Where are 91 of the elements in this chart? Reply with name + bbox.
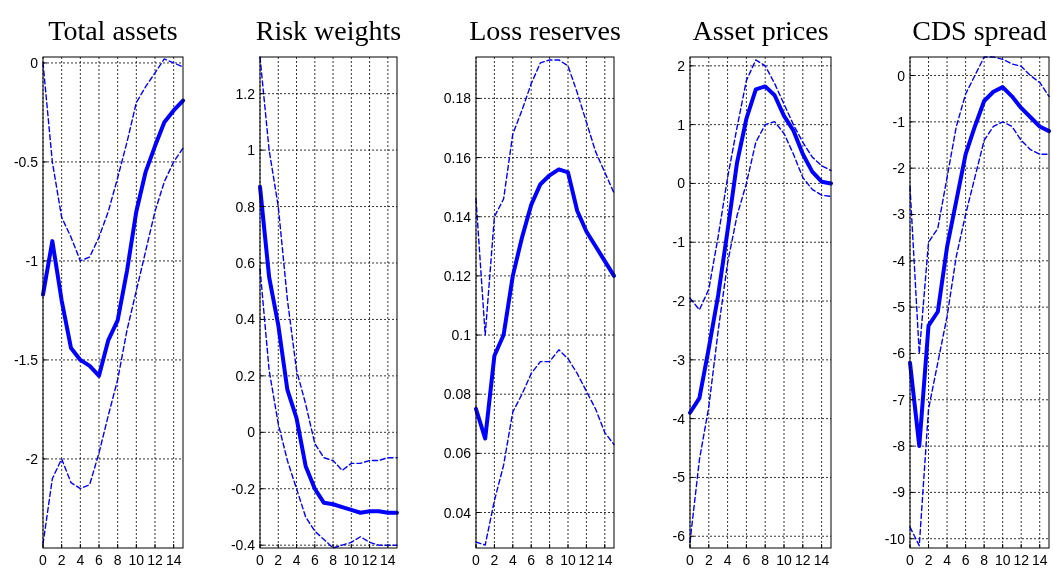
y-tick-label: 0.1 (451, 327, 472, 344)
y-tick-label: 0.08 (443, 386, 472, 403)
x-tick-label: 12 (578, 552, 595, 568)
x-tick-label: 4 (508, 552, 517, 568)
x-tick-label: 6 (95, 552, 104, 568)
y-tick-label: 0 (247, 424, 256, 441)
x-tick-label: 2 (57, 552, 66, 568)
x-tick-label: 14 (380, 552, 396, 568)
x-tick-label: 14 (813, 552, 830, 568)
x-tick-label: 2 (704, 552, 713, 568)
chart-title: Total assets (48, 15, 178, 46)
y-tick-label: -1 (672, 234, 686, 251)
x-tick-label: 6 (742, 552, 751, 568)
x-tick-label: 2 (274, 552, 283, 568)
x-tick-label: 4 (943, 552, 952, 568)
line-series (908, 85, 1051, 449)
x-tick-label: 14 (165, 552, 182, 568)
x-tick-label: 14 (597, 552, 613, 568)
y-tick-label: 0.06 (443, 445, 472, 462)
x-tick-label: 2 (924, 552, 933, 568)
y-tick-label: 0.12 (443, 267, 472, 284)
chart-title: CDS spread (912, 15, 1047, 46)
x-tick-label: 8 (980, 552, 989, 568)
y-tick-label: -1.5 (13, 351, 39, 368)
line-series (258, 184, 399, 515)
y-tick-label: 0.14 (443, 208, 472, 225)
y-tick-label: -6 (892, 345, 906, 362)
y-tick-label: -2 (892, 160, 906, 177)
y-tick-label: 0 (677, 175, 686, 192)
x-tick-label: 14 (1031, 552, 1048, 568)
y-tick-label: 0 (30, 54, 39, 71)
y-tick-label: -4 (672, 410, 686, 427)
chart-title: Loss reserves (469, 15, 621, 46)
x-tick-label: 10 (343, 552, 360, 568)
x-tick-label: 8 (545, 552, 554, 568)
y-tick-label: 0.8 (235, 198, 256, 215)
x-tick-label: 8 (761, 552, 770, 568)
y-tick-label: -2 (672, 293, 686, 310)
y-tick-label: 0 (897, 67, 906, 84)
line-series (909, 121, 1050, 547)
x-tick-label: 8 (329, 552, 338, 568)
y-tick-label: -5 (892, 299, 906, 316)
x-tick-label: 10 (560, 552, 576, 568)
x-tick-label: 10 (994, 552, 1011, 568)
y-tick-label: -0.5 (13, 153, 39, 170)
x-tick-label: 6 (961, 552, 970, 568)
x-tick-label: 6 (527, 552, 536, 568)
x-tick-label: 4 (292, 552, 301, 568)
y-tick-label: 1 (247, 142, 256, 159)
x-tick-label: 8 (113, 552, 122, 568)
y-tick-label: -10 (884, 530, 906, 547)
y-tick-label: -4 (892, 252, 906, 269)
y-tick-label: 1 (677, 116, 686, 133)
x-tick-label: 4 (723, 552, 732, 568)
y-tick-label: -1 (25, 252, 39, 269)
x-tick-label: 4 (76, 552, 85, 568)
y-tick-label: 0.4 (235, 311, 256, 328)
x-tick-label: 6 (310, 552, 319, 568)
y-tick-label: 1.2 (235, 85, 256, 102)
chart-title: Risk weights (255, 15, 402, 46)
line-series (474, 167, 616, 441)
y-tick-label: -9 (892, 484, 906, 501)
line-series (909, 56, 1050, 355)
y-tick-label: -3 (672, 351, 686, 368)
y-tick-label: -6 (672, 528, 686, 545)
x-tick-label: 12 (795, 552, 811, 568)
y-tick-label: 0.6 (235, 254, 256, 271)
line-series (42, 58, 184, 262)
y-tick-label: 0.2 (235, 367, 256, 384)
x-tick-label: 2 (490, 552, 499, 568)
line-series (475, 349, 615, 546)
y-tick-label: -0.2 (230, 480, 256, 497)
x-tick-label: 10 (128, 552, 145, 568)
x-tick-label: 12 (1013, 552, 1030, 568)
y-tick-label: -5 (672, 469, 686, 486)
y-tick-label: -0.4 (230, 537, 256, 554)
y-tick-label: 0.04 (443, 504, 472, 521)
y-tick-label: -7 (892, 391, 906, 408)
y-tick-label: 0.16 (443, 149, 472, 166)
y-tick-label: -2 (25, 450, 39, 467)
x-tick-label: 10 (776, 552, 792, 568)
y-tick-label: 0.18 (443, 90, 472, 107)
chart-title: Asset prices (692, 15, 829, 46)
y-tick-label: 2 (677, 57, 686, 74)
line-series (475, 59, 615, 336)
line-series (41, 98, 185, 378)
y-tick-label: -8 (892, 438, 906, 455)
y-tick-label: -1 (892, 113, 906, 130)
x-tick-label: 12 (147, 552, 163, 568)
y-tick-label: -3 (892, 206, 906, 223)
x-tick-label: 12 (361, 552, 378, 568)
